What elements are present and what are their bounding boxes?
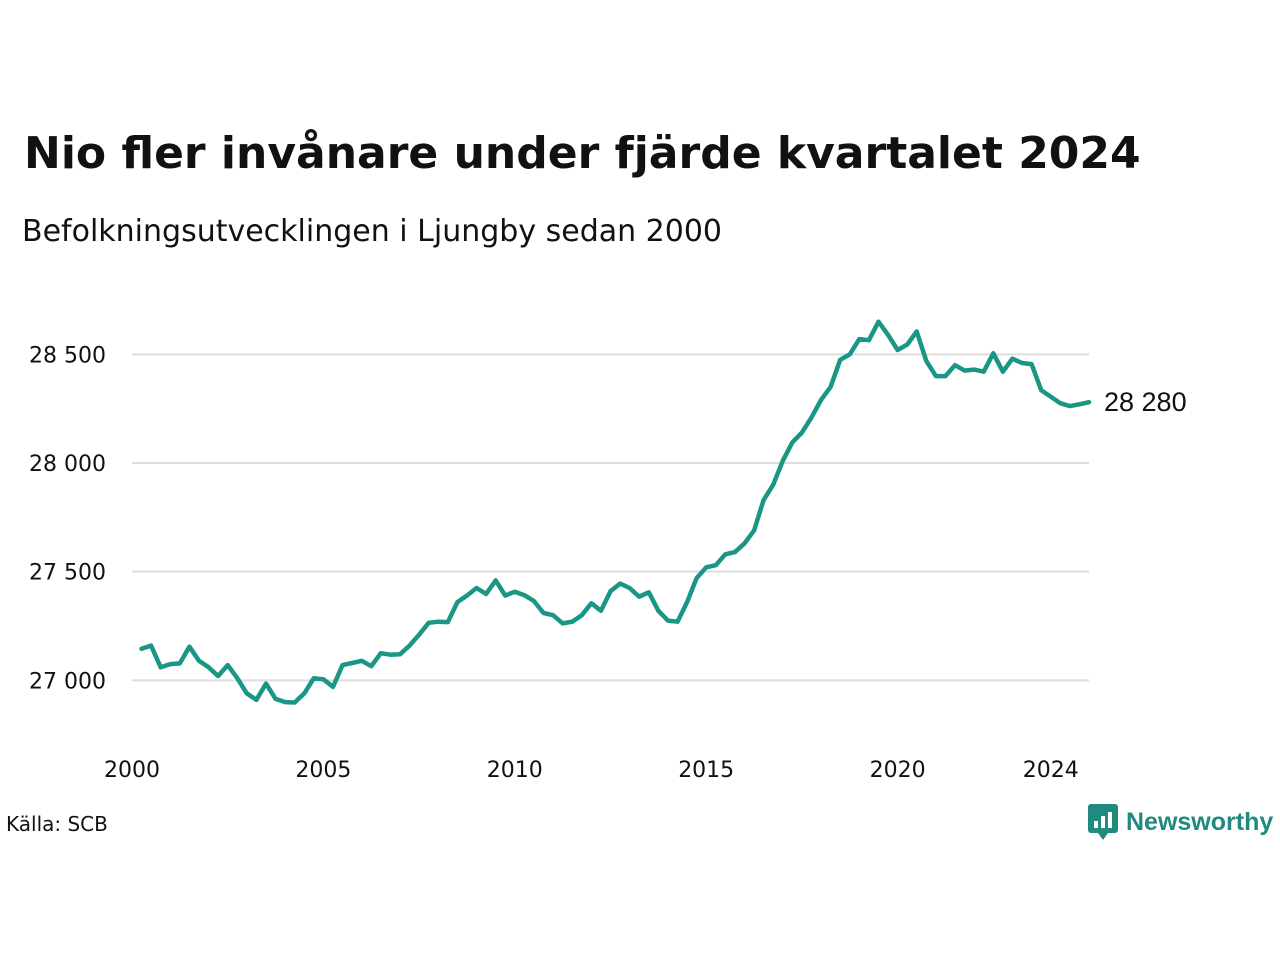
brand-logo: Newsworthy	[1088, 804, 1273, 840]
y-tick-label: 28 500	[29, 343, 106, 368]
y-tick-label: 28 000	[29, 452, 106, 477]
x-tick-label: 2000	[104, 758, 160, 783]
newsworthy-logo-icon	[1088, 804, 1118, 840]
x-tick-label: 2020	[870, 758, 926, 783]
chart-subtitle: Befolkningsutvecklingen i Ljungby sedan …	[22, 214, 723, 249]
x-tick-label: 2010	[487, 758, 543, 783]
source-note: Källa: SCB	[6, 812, 108, 836]
x-tick-label: 2024	[1023, 758, 1079, 783]
x-axis-ticks: 2000 2005 2010 2015 2020 2024	[104, 758, 1079, 783]
series-layer	[139, 319, 1092, 705]
y-tick-label: 27 000	[29, 669, 106, 694]
end-value-label: 28 280	[1104, 387, 1187, 417]
chart-title: Nio fler invånare under fjärde kvartalet…	[24, 128, 1141, 179]
y-tick-label: 27 500	[29, 561, 106, 586]
brand-name: Newsworthy	[1126, 807, 1274, 836]
y-axis-ticks: 27 000 27 500 28 000 28 500	[29, 343, 106, 694]
x-tick-label: 2015	[678, 758, 734, 783]
population-line	[139, 319, 1092, 705]
x-tick-label: 2005	[295, 758, 351, 783]
gridlines	[132, 353, 1089, 682]
